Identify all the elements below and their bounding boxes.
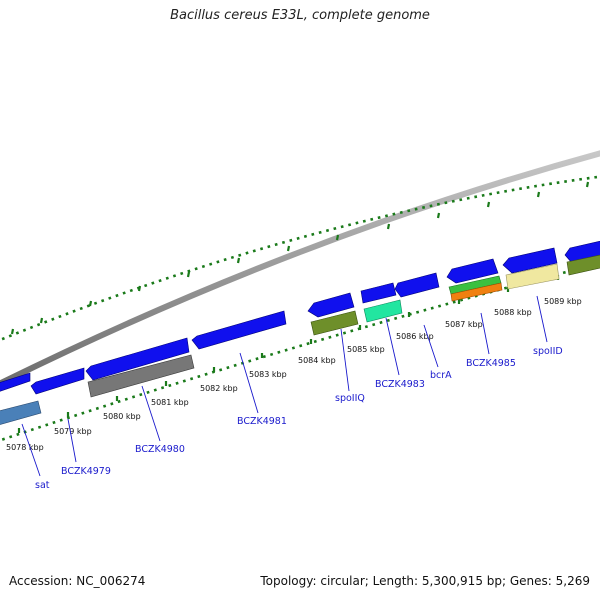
outer-scale-ring [0,175,600,342]
cds-arrow-7[interactable] [394,272,440,298]
cds-arrow-1[interactable] [0,372,31,393]
feature-spoiid[interactable] [505,263,560,290]
kbp-label-7: 5084 kbp [298,356,336,365]
cds-arrow-6[interactable] [360,282,397,304]
kbp-label-9: 5086 kbp [396,332,434,341]
gene-label-bczk4981[interactable]: BCZK4981 [237,416,287,427]
inner-major-ticks [17,275,560,433]
page-title: Bacillus cereus E33L, complete genome [170,8,430,23]
gene-labels: sat BCZK4979 BCZK4980 BCZK4981 spoIIQ BC… [35,346,563,491]
cds-arrow-8[interactable] [446,258,499,284]
cds-track [0,240,600,395]
feature-bczk4983[interactable] [363,299,403,323]
gene-label-bcra[interactable]: bcrA [430,370,452,381]
gene-label-bczk4983[interactable]: BCZK4983 [375,379,425,390]
feature-bczk4980[interactable] [87,354,195,398]
outer-major-ticks [10,181,590,335]
kbp-label-12: 5089 kbp [544,297,582,306]
gene-label-bczk4980[interactable]: BCZK4980 [135,444,185,455]
gene-label-bczk4979[interactable]: BCZK4979 [61,466,111,477]
feature-spoiiq[interactable] [310,310,359,336]
feature-right-edge[interactable] [566,254,600,276]
accession-label: Accession: NC_006274 [9,574,146,588]
genome-backbone [0,150,600,387]
kbp-label-6: 5083 kbp [249,370,287,379]
cds-arrow-9[interactable] [502,247,558,274]
cds-arrow-4[interactable] [191,310,287,350]
kbp-label-3: 5080 kbp [103,412,141,421]
feature-bcra-orange[interactable] [450,282,503,302]
gene-label-spoiid[interactable]: spoIID [533,346,563,357]
inner-scale-ring [0,261,600,442]
feature-sat[interactable] [0,400,42,426]
gene-label-bczk4985[interactable]: BCZK4985 [466,358,516,369]
feature-track [0,254,600,426]
genome-stats-label: Topology: circular; Length: 5,300,915 bp… [260,574,590,588]
cds-arrow-2[interactable] [30,367,85,395]
kbp-label-1: 5078 kbp [6,443,44,452]
kbp-label-2: 5079 kbp [54,427,92,436]
kbp-label-10: 5087 kbp [445,320,483,329]
kbp-label-11: 5088 kbp [494,308,532,317]
kbp-labels: 5078 kbp 5079 kbp 5080 kbp 5081 kbp 5082… [6,297,582,452]
kbp-label-4: 5081 kbp [151,398,189,407]
cds-arrow-3[interactable] [85,337,190,381]
gene-leaders [21,295,548,477]
kbp-label-5: 5082 kbp [200,384,238,393]
cds-arrow-5[interactable] [307,292,355,318]
kbp-label-8: 5085 kbp [347,345,385,354]
gene-label-spoiiq[interactable]: spoIIQ [335,393,365,404]
gene-label-sat[interactable]: sat [35,480,50,491]
